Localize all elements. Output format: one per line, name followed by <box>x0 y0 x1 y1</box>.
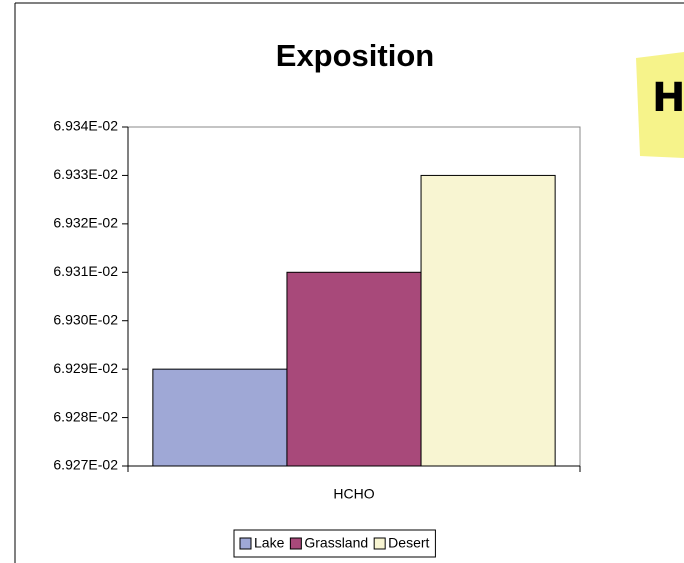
note-text: H <box>652 75 684 121</box>
legend-label: Grassland <box>304 535 368 551</box>
y-tick-label: 6.934E-02 <box>53 118 118 134</box>
bar <box>420 174 556 467</box>
bar <box>286 271 422 467</box>
legend-swatch <box>239 537 252 550</box>
x-tick-label: HCHO <box>333 486 374 502</box>
y-tick-label: 6.931E-02 <box>53 263 118 279</box>
legend <box>233 529 436 558</box>
legend-swatch <box>289 537 302 550</box>
bar <box>152 368 288 467</box>
y-tick-label: 6.928E-02 <box>53 408 118 424</box>
chart-title: Exposition <box>276 38 434 73</box>
sticky-note <box>636 52 684 158</box>
y-tick-label: 6.930E-02 <box>53 311 118 327</box>
legend-swatch <box>373 537 386 550</box>
y-tick-label: 6.932E-02 <box>53 215 118 231</box>
y-tick-label: 6.927E-02 <box>53 457 118 473</box>
legend-label: Desert <box>388 535 429 551</box>
legend-label: Lake <box>254 535 285 551</box>
y-tick-label: 6.933E-02 <box>53 166 118 182</box>
y-tick-label: 6.929E-02 <box>53 360 118 376</box>
